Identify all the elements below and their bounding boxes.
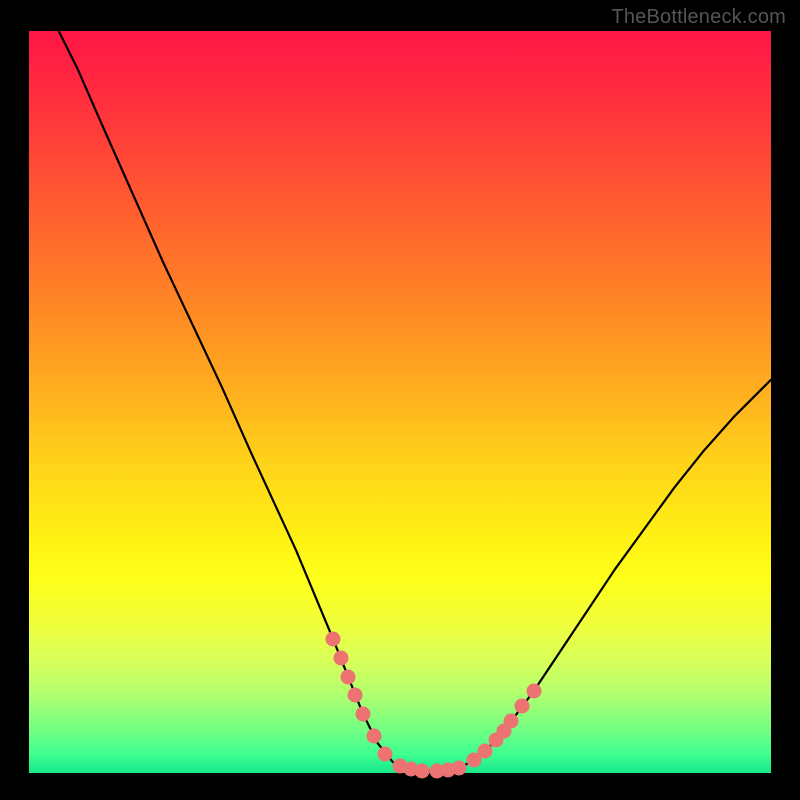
chart-container: TheBottleneck.com [0,0,800,800]
data-marker [378,747,393,762]
data-marker [348,688,363,703]
data-marker [355,706,370,721]
data-marker [367,728,382,743]
data-marker [526,684,541,699]
data-marker [415,763,430,778]
data-marker [515,699,530,714]
data-marker [326,632,341,647]
data-marker [478,743,493,758]
data-marker [341,669,356,684]
data-marker [504,714,519,729]
data-marker [452,760,467,775]
data-marker [333,650,348,665]
data-markers-layer [29,31,771,773]
plot-area [29,31,771,773]
watermark-text: TheBottleneck.com [611,6,786,29]
